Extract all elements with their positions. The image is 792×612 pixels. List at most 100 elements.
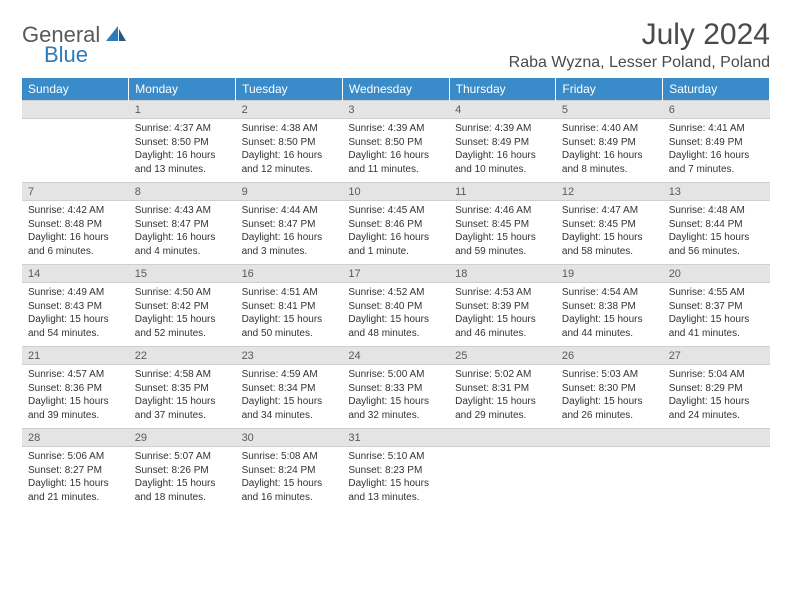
daylight-text-1: Daylight: 16 hours	[242, 149, 337, 163]
sunrise-text: Sunrise: 4:46 AM	[455, 204, 550, 218]
daylight-text-2: and 37 minutes.	[135, 409, 230, 423]
sunset-text: Sunset: 8:44 PM	[669, 218, 764, 232]
daylight-text-2: and 11 minutes.	[348, 163, 443, 177]
daylight-text-1: Daylight: 16 hours	[28, 231, 123, 245]
sunset-text: Sunset: 8:36 PM	[28, 382, 123, 396]
sunrise-text: Sunrise: 4:58 AM	[135, 368, 230, 382]
sunset-text: Sunset: 8:48 PM	[28, 218, 123, 232]
daylight-text-1: Daylight: 15 hours	[135, 313, 230, 327]
day-number: 19	[556, 265, 663, 283]
day-number: 31	[342, 429, 449, 447]
day-cell: Sunrise: 4:52 AMSunset: 8:40 PMDaylight:…	[342, 283, 449, 347]
daylight-text-2: and 46 minutes.	[455, 327, 550, 341]
day-number: 7	[22, 183, 129, 201]
sunrise-text: Sunrise: 4:59 AM	[242, 368, 337, 382]
sunrise-text: Sunrise: 4:48 AM	[669, 204, 764, 218]
dayname-thursday: Thursday	[449, 78, 556, 101]
day-cell: Sunrise: 4:50 AMSunset: 8:42 PMDaylight:…	[129, 283, 236, 347]
daylight-text-1: Daylight: 15 hours	[348, 313, 443, 327]
daylight-text-1: Daylight: 15 hours	[669, 313, 764, 327]
sunrise-text: Sunrise: 5:07 AM	[135, 450, 230, 464]
day-cell: Sunrise: 5:04 AMSunset: 8:29 PMDaylight:…	[663, 365, 770, 429]
location-subtitle: Raba Wyzna, Lesser Poland, Poland	[509, 54, 770, 72]
sunrise-text: Sunrise: 4:44 AM	[242, 204, 337, 218]
sunset-text: Sunset: 8:38 PM	[562, 300, 657, 314]
day-cell: Sunrise: 5:03 AMSunset: 8:30 PMDaylight:…	[556, 365, 663, 429]
daylight-text-2: and 29 minutes.	[455, 409, 550, 423]
day-number: 6	[663, 101, 770, 119]
day-cell: Sunrise: 5:02 AMSunset: 8:31 PMDaylight:…	[449, 365, 556, 429]
daylight-text-2: and 13 minutes.	[135, 163, 230, 177]
day-number	[556, 429, 663, 447]
sunset-text: Sunset: 8:24 PM	[242, 464, 337, 478]
day-number: 25	[449, 347, 556, 365]
sunset-text: Sunset: 8:49 PM	[562, 136, 657, 150]
daylight-text-1: Daylight: 15 hours	[28, 313, 123, 327]
day-content-row: Sunrise: 4:42 AMSunset: 8:48 PMDaylight:…	[22, 201, 770, 265]
sunrise-text: Sunrise: 4:53 AM	[455, 286, 550, 300]
sunrise-text: Sunrise: 4:39 AM	[455, 122, 550, 136]
day-number: 17	[342, 265, 449, 283]
sunrise-text: Sunrise: 5:10 AM	[348, 450, 443, 464]
sunrise-text: Sunrise: 4:54 AM	[562, 286, 657, 300]
sunset-text: Sunset: 8:45 PM	[455, 218, 550, 232]
day-cell: Sunrise: 4:58 AMSunset: 8:35 PMDaylight:…	[129, 365, 236, 429]
daylight-text-1: Daylight: 16 hours	[348, 231, 443, 245]
day-number: 30	[236, 429, 343, 447]
page-header: General Blue July 2024 Raba Wyzna, Lesse…	[22, 18, 770, 72]
sunrise-text: Sunrise: 4:37 AM	[135, 122, 230, 136]
daylight-text-2: and 32 minutes.	[348, 409, 443, 423]
daylight-text-1: Daylight: 15 hours	[455, 313, 550, 327]
daylight-text-2: and 3 minutes.	[242, 245, 337, 259]
day-cell: Sunrise: 4:55 AMSunset: 8:37 PMDaylight:…	[663, 283, 770, 347]
daylight-text-1: Daylight: 15 hours	[669, 395, 764, 409]
sunset-text: Sunset: 8:41 PM	[242, 300, 337, 314]
day-number: 9	[236, 183, 343, 201]
day-cell: Sunrise: 4:39 AMSunset: 8:49 PMDaylight:…	[449, 119, 556, 183]
day-number: 21	[22, 347, 129, 365]
day-cell: Sunrise: 4:45 AMSunset: 8:46 PMDaylight:…	[342, 201, 449, 265]
sunrise-text: Sunrise: 5:03 AM	[562, 368, 657, 382]
sunrise-text: Sunrise: 4:47 AM	[562, 204, 657, 218]
sunset-text: Sunset: 8:40 PM	[348, 300, 443, 314]
sunrise-text: Sunrise: 4:50 AM	[135, 286, 230, 300]
day-number: 10	[342, 183, 449, 201]
dayname-wednesday: Wednesday	[342, 78, 449, 101]
day-number: 5	[556, 101, 663, 119]
daylight-text-1: Daylight: 15 hours	[135, 395, 230, 409]
sunset-text: Sunset: 8:47 PM	[242, 218, 337, 232]
day-cell	[663, 447, 770, 511]
sunset-text: Sunset: 8:37 PM	[669, 300, 764, 314]
daylight-text-2: and 58 minutes.	[562, 245, 657, 259]
daylight-text-1: Daylight: 15 hours	[455, 395, 550, 409]
daylight-text-2: and 41 minutes.	[669, 327, 764, 341]
sunset-text: Sunset: 8:49 PM	[669, 136, 764, 150]
sunset-text: Sunset: 8:31 PM	[455, 382, 550, 396]
sunset-text: Sunset: 8:49 PM	[455, 136, 550, 150]
sunset-text: Sunset: 8:47 PM	[135, 218, 230, 232]
daylight-text-1: Daylight: 15 hours	[135, 477, 230, 491]
logo-text-blue: Blue	[44, 42, 88, 68]
day-content-row: Sunrise: 5:06 AMSunset: 8:27 PMDaylight:…	[22, 447, 770, 511]
day-cell	[449, 447, 556, 511]
sunset-text: Sunset: 8:26 PM	[135, 464, 230, 478]
day-number	[22, 101, 129, 119]
dayname-friday: Friday	[556, 78, 663, 101]
daylight-text-2: and 12 minutes.	[242, 163, 337, 177]
daylight-text-2: and 4 minutes.	[135, 245, 230, 259]
sunrise-text: Sunrise: 4:40 AM	[562, 122, 657, 136]
sunset-text: Sunset: 8:50 PM	[348, 136, 443, 150]
sunrise-text: Sunrise: 4:39 AM	[348, 122, 443, 136]
logo-sail-icon	[104, 23, 126, 48]
daylight-text-2: and 8 minutes.	[562, 163, 657, 177]
daylight-text-2: and 16 minutes.	[242, 491, 337, 505]
day-number: 14	[22, 265, 129, 283]
sunrise-text: Sunrise: 4:52 AM	[348, 286, 443, 300]
sunset-text: Sunset: 8:30 PM	[562, 382, 657, 396]
daynum-row: 123456	[22, 101, 770, 119]
day-cell: Sunrise: 5:06 AMSunset: 8:27 PMDaylight:…	[22, 447, 129, 511]
dayname-saturday: Saturday	[663, 78, 770, 101]
day-number: 20	[663, 265, 770, 283]
day-cell: Sunrise: 4:51 AMSunset: 8:41 PMDaylight:…	[236, 283, 343, 347]
daylight-text-2: and 1 minute.	[348, 245, 443, 259]
